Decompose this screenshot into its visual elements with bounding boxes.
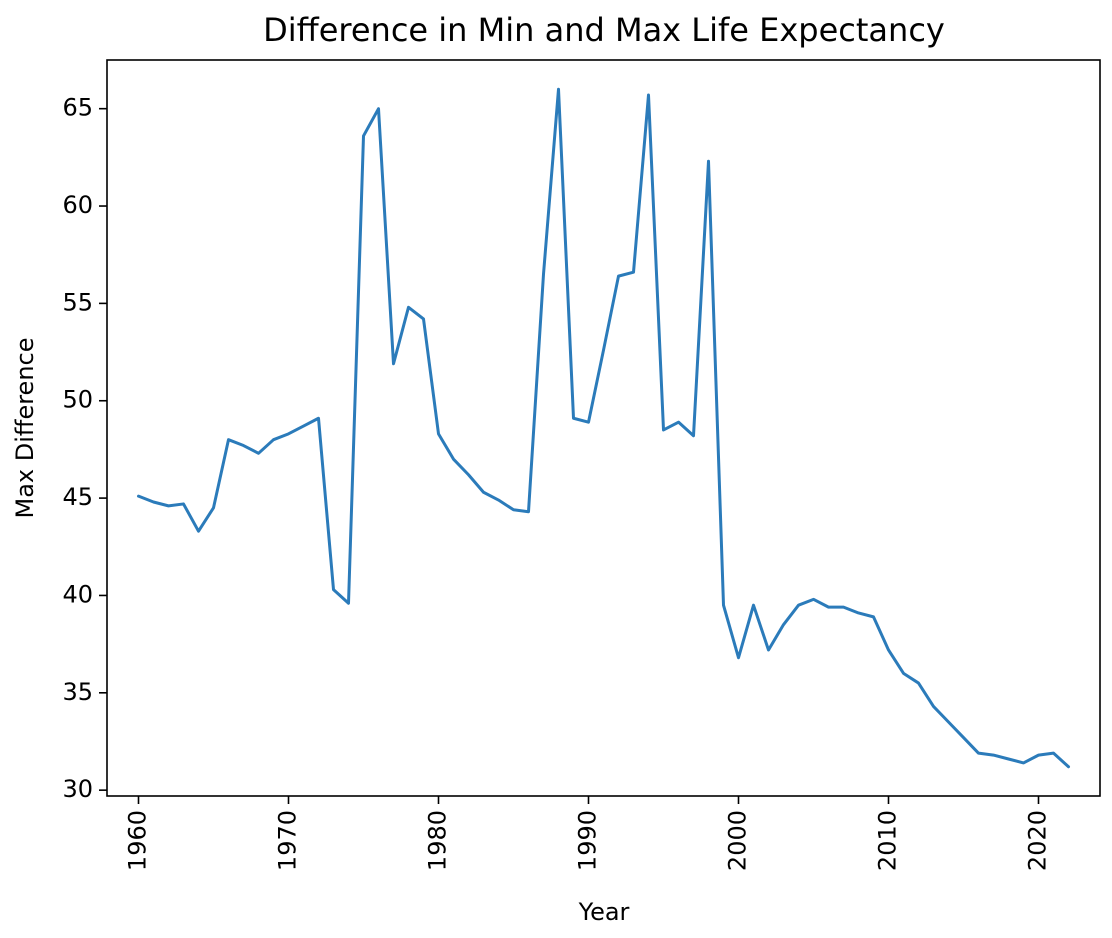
y-tick-label: 45 bbox=[62, 483, 93, 511]
chart-title: Difference in Min and Max Life Expectanc… bbox=[263, 11, 945, 49]
plot-area bbox=[106, 59, 1101, 797]
x-tick-label: 1980 bbox=[424, 810, 452, 871]
x-tick-label: 2010 bbox=[874, 810, 902, 871]
y-tick-label: 65 bbox=[62, 94, 93, 122]
y-tick-label: 40 bbox=[62, 580, 93, 608]
y-axis-ticks: 30 35 40 45 50 55 60 65 bbox=[62, 94, 107, 803]
x-tick-label: 2020 bbox=[1024, 810, 1052, 871]
x-tick-label: 2000 bbox=[724, 810, 752, 871]
x-axis-ticks: 1960 1970 1980 1990 2000 2010 2020 bbox=[124, 796, 1052, 871]
axes-frame bbox=[106, 59, 1101, 797]
y-tick-label: 30 bbox=[62, 775, 93, 803]
y-tick-label: 35 bbox=[62, 678, 93, 706]
series-line bbox=[137, 87, 1070, 769]
x-tick-label: 1970 bbox=[274, 810, 302, 871]
y-axis-label: Max Difference bbox=[11, 338, 39, 519]
y-tick-label: 55 bbox=[62, 288, 93, 316]
x-tick-label: 1960 bbox=[124, 810, 152, 871]
x-axis-label: Year bbox=[578, 898, 630, 926]
y-tick-label: 50 bbox=[62, 386, 93, 414]
x-tick-label: 1990 bbox=[574, 810, 602, 871]
y-tick-label: 60 bbox=[62, 191, 93, 219]
